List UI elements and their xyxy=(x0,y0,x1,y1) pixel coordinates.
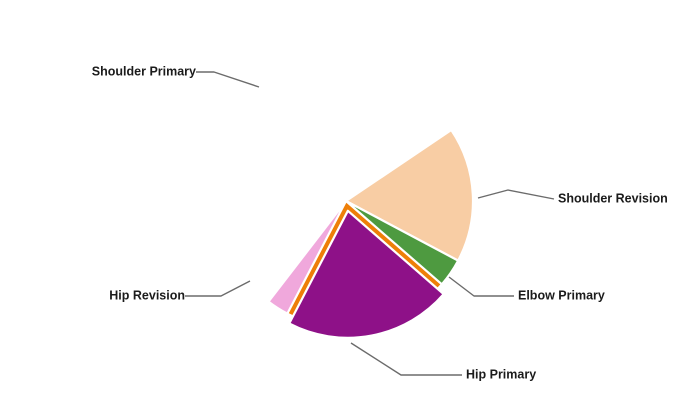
slice-label-shoulder-revision: Shoulder Revision xyxy=(558,191,668,205)
pie-slices-group xyxy=(267,128,475,339)
leader-line-hip-revision xyxy=(185,280,251,297)
slice-label-hip-primary: Hip Primary xyxy=(466,367,536,381)
leader-line-shoulder-primary xyxy=(196,71,260,88)
leader-lines-group xyxy=(185,71,555,376)
leader-line-hip-primary xyxy=(350,342,462,376)
pie-slice-hip-primary[interactable] xyxy=(288,209,445,339)
slice-labels-group: Shoulder Primary Shoulder Revision Elbow P… xyxy=(92,64,668,381)
slice-label-shoulder-primary: Shoulder Primary xyxy=(92,64,196,78)
leader-line-elbow-primary xyxy=(448,276,514,297)
slice-label-hip-revision: Hip Revision xyxy=(109,288,185,302)
pie-slice-hip-revision[interactable] xyxy=(267,199,348,315)
pie-slice-elbow-primary[interactable] xyxy=(344,199,460,286)
leader-line-shoulder-revision xyxy=(477,189,555,200)
pie-slice-shoulder-revision[interactable] xyxy=(344,128,475,262)
slice-label-elbow-primary: Elbow Primary xyxy=(518,288,605,302)
